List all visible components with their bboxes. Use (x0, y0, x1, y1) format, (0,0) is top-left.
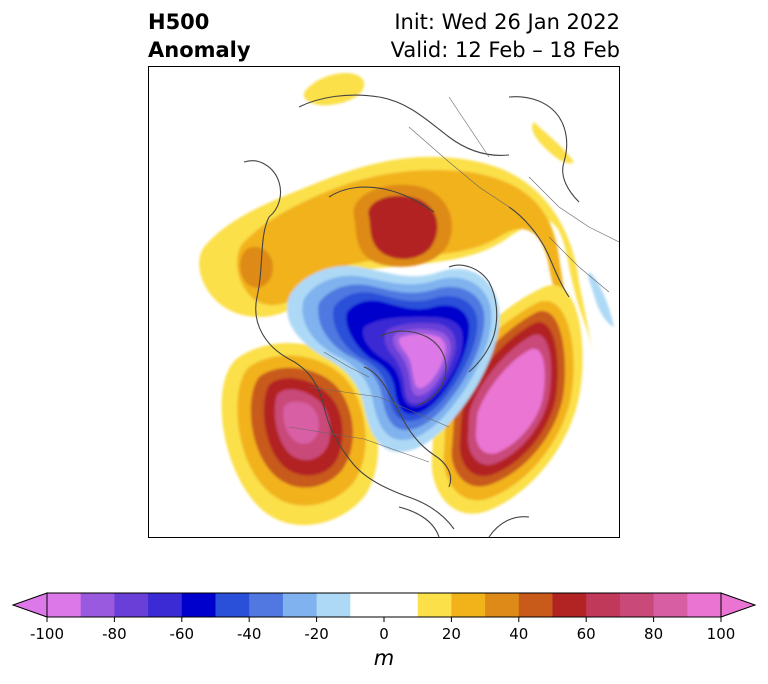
colorbar-tick-label: 100 (707, 625, 736, 643)
colorbar: -100 -80 -60 -40 -20 0 20 40 60 80 100 (11, 592, 757, 643)
colorbar-segment (451, 593, 486, 617)
colorbar-tick-label: 80 (644, 625, 663, 643)
anomaly-positive-west-us-6 (283, 401, 319, 444)
title-line-1: H500 (148, 10, 210, 34)
colorbar-segment (586, 593, 621, 617)
colorbar-segment (181, 593, 216, 617)
borders (288, 96, 619, 463)
anomaly-map (148, 66, 620, 538)
title-line-2: Anomaly (148, 38, 251, 62)
colorbar-segment (316, 593, 351, 617)
colorbar-tick-label: 40 (509, 625, 528, 643)
date-info: Init: Wed 26 Jan 2022 Valid: 12 Feb – 18… (391, 8, 620, 64)
anomaly-positive-ne (532, 122, 574, 164)
colorbar-segment (148, 593, 183, 617)
colorbar-segment (687, 593, 722, 617)
colorbar-tick-label: -100 (30, 625, 64, 643)
colorbar-unit-label: m (373, 646, 395, 670)
valid-date-label: Valid: 12 Feb – 18 Feb (390, 38, 620, 62)
colorbar-tick-label: -20 (304, 625, 329, 643)
colorbar-segment (47, 593, 82, 617)
colorbar-segment (282, 593, 318, 617)
colorbar-segment (653, 593, 688, 617)
map-title: H500 Anomaly (148, 8, 251, 64)
colorbar-tick-label: -40 (237, 625, 262, 643)
colorbar-segment (249, 593, 284, 617)
anomaly-positive-top (303, 72, 365, 106)
coastlines (243, 94, 580, 537)
colorbar-segment (518, 593, 553, 617)
colorbar-tick-label: 0 (379, 625, 389, 643)
anomaly-negative-9 (398, 334, 446, 389)
colorbar-segment (350, 593, 419, 617)
colorbar-tick-label: 20 (442, 625, 461, 643)
colorbar-over-arrow (720, 592, 757, 618)
colorbar-segment (114, 593, 149, 617)
colorbar-tick-label: 60 (577, 625, 596, 643)
colorbar-segment (485, 593, 520, 617)
colorbar-segment (552, 593, 587, 617)
colorbar-segment (215, 593, 250, 617)
map-canvas (199, 72, 619, 537)
colorbar-segment (417, 593, 452, 617)
anomaly-positive-atlantic-6 (475, 348, 545, 454)
anomaly-field (199, 72, 614, 526)
colorbar-tick-label: -60 (170, 625, 195, 643)
colorbar-tick-label: -80 (102, 625, 127, 643)
colorbar-segment (619, 593, 655, 617)
colorbar-segment (80, 593, 115, 617)
anomaly-positive-red-arctic (368, 195, 438, 259)
anomaly-negative-right (588, 272, 614, 327)
colorbar-under-arrow (11, 592, 48, 618)
anomaly-positive-orange (240, 246, 273, 288)
init-date-label: Init: Wed 26 Jan 2022 (394, 10, 620, 34)
